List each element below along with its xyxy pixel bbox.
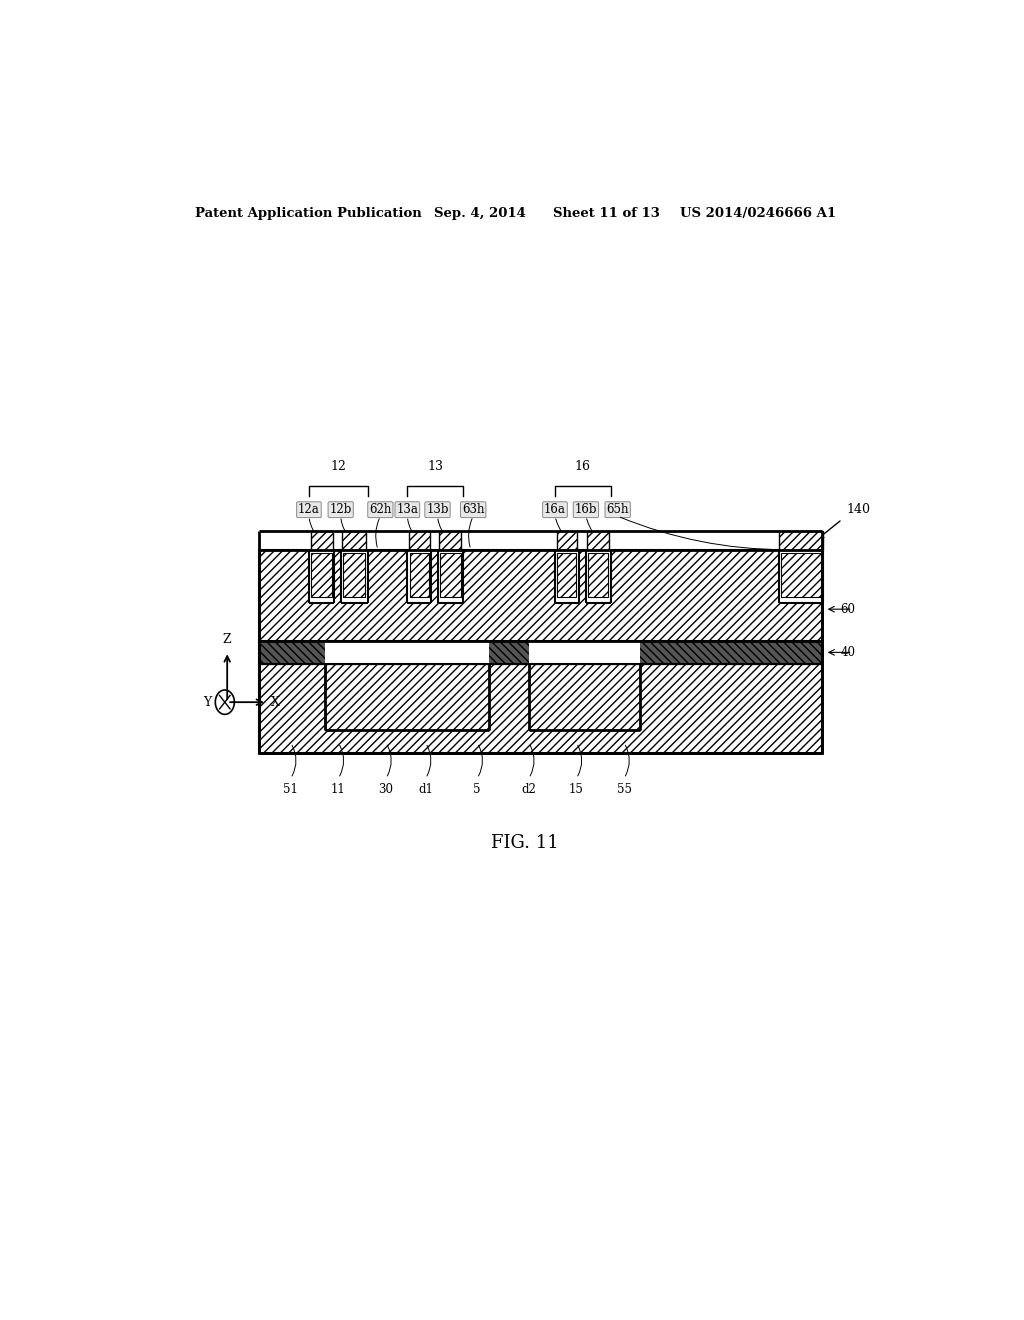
Bar bbox=[408, 549, 431, 602]
Text: X: X bbox=[270, 696, 280, 709]
Text: 40: 40 bbox=[841, 645, 856, 659]
Text: 16b: 16b bbox=[574, 503, 597, 516]
Text: Sep. 4, 2014: Sep. 4, 2014 bbox=[433, 207, 525, 220]
Bar bbox=[781, 553, 821, 598]
Bar bbox=[586, 549, 610, 602]
Bar bbox=[311, 553, 332, 598]
Text: Sheet 11 of 13: Sheet 11 of 13 bbox=[553, 207, 659, 220]
Bar bbox=[310, 532, 333, 549]
Text: 13a: 13a bbox=[396, 503, 418, 516]
Text: Y: Y bbox=[203, 696, 211, 709]
Text: 13: 13 bbox=[427, 461, 443, 474]
Bar bbox=[440, 553, 461, 598]
Text: US 2014/0246666 A1: US 2014/0246666 A1 bbox=[680, 207, 836, 220]
Bar bbox=[341, 549, 368, 602]
Bar bbox=[557, 532, 578, 549]
Bar bbox=[259, 549, 822, 752]
Bar bbox=[778, 532, 823, 549]
Bar bbox=[325, 664, 489, 730]
Text: 65h: 65h bbox=[606, 503, 629, 516]
Bar bbox=[588, 553, 608, 598]
Bar bbox=[437, 549, 463, 602]
Text: 30: 30 bbox=[379, 784, 393, 796]
Bar bbox=[343, 553, 366, 598]
Bar bbox=[259, 664, 822, 752]
Text: 5: 5 bbox=[473, 784, 481, 796]
Bar bbox=[325, 664, 489, 730]
Bar bbox=[778, 549, 823, 602]
Text: Patent Application Publication: Patent Application Publication bbox=[196, 207, 422, 220]
Text: Z: Z bbox=[223, 634, 231, 647]
Text: 12b: 12b bbox=[330, 503, 352, 516]
Text: 16a: 16a bbox=[544, 503, 566, 516]
Bar bbox=[325, 642, 489, 664]
Text: 63h: 63h bbox=[462, 503, 484, 516]
Bar bbox=[410, 553, 429, 598]
Text: 60: 60 bbox=[841, 603, 856, 615]
Text: d1: d1 bbox=[418, 784, 433, 796]
Bar bbox=[259, 549, 822, 642]
Bar bbox=[409, 532, 430, 549]
Bar bbox=[439, 532, 461, 549]
Bar bbox=[555, 549, 579, 602]
Text: 12a: 12a bbox=[298, 503, 319, 516]
Text: 12: 12 bbox=[331, 461, 346, 474]
Text: 13b: 13b bbox=[426, 503, 449, 516]
Text: 15: 15 bbox=[569, 784, 584, 796]
Bar bbox=[309, 549, 334, 602]
Text: 62h: 62h bbox=[370, 503, 391, 516]
Bar bbox=[342, 532, 367, 549]
Bar bbox=[557, 553, 577, 598]
Bar bbox=[528, 664, 640, 730]
Bar bbox=[528, 642, 640, 664]
Bar bbox=[528, 664, 640, 730]
Text: 51: 51 bbox=[284, 784, 298, 796]
Text: 55: 55 bbox=[616, 784, 632, 796]
Bar bbox=[259, 642, 822, 664]
Text: FIG. 11: FIG. 11 bbox=[490, 834, 559, 853]
Text: 140: 140 bbox=[846, 503, 870, 516]
Text: 16: 16 bbox=[574, 461, 591, 474]
Bar bbox=[588, 532, 609, 549]
Text: d2: d2 bbox=[521, 784, 537, 796]
Text: 11: 11 bbox=[331, 784, 346, 796]
